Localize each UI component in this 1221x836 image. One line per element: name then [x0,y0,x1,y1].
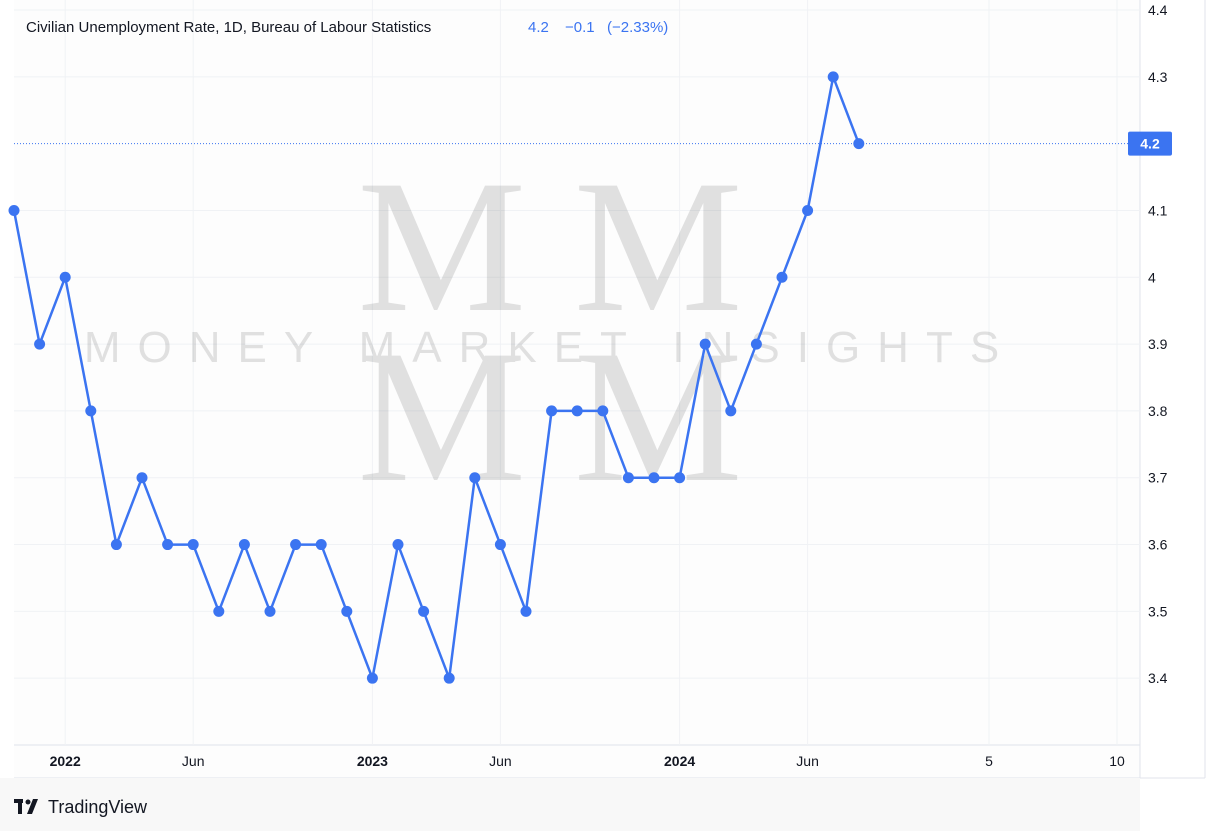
data-point [443,672,455,684]
data-point [776,271,788,283]
data-point [520,605,532,617]
data-point [213,605,225,617]
x-tick-label: 2022 [50,753,81,769]
data-point [8,204,20,216]
y-tick-label: 3.7 [1148,470,1168,486]
grid [14,0,1140,745]
data-point [264,605,276,617]
last-value-label: 4.2 [1140,136,1160,152]
data-point [85,405,97,417]
data-point [238,539,250,551]
data-point [110,539,122,551]
data-point [802,204,814,216]
data-point [725,405,737,417]
data-point [750,338,762,350]
data-point [571,405,583,417]
change-percent: (−2.33%) [607,19,668,36]
data-point [648,472,660,484]
x-tick-label: Jun [489,753,512,769]
y-tick-label: 3.5 [1148,603,1168,619]
data-point [136,472,148,484]
x-tick-label: 2023 [357,753,388,769]
y-tick-label: 4.4 [1148,2,1168,18]
chart-title: Civilian Unemployment Rate, 1D, Bureau o… [26,19,431,36]
plot-area [14,0,1140,778]
data-point [34,338,46,350]
data-point [469,472,481,484]
y-tick-label: 4 [1148,269,1156,285]
y-tick-label: 3.4 [1148,670,1168,686]
x-tick-label: 5 [985,753,993,769]
logo-part [18,799,22,814]
last-value-badge [1128,131,1172,156]
footer [0,778,1140,831]
data-point [315,539,327,551]
watermark-logo: M M [357,142,742,352]
data-point [290,539,302,551]
logo-part [25,799,31,805]
data-point [853,138,865,150]
data-point [366,672,378,684]
data-point [418,605,430,617]
data-point [622,472,634,484]
change: −0.1 [565,19,595,36]
y-tick-label: 3.9 [1148,336,1168,352]
last-value: 4.2 [528,19,549,36]
data-point [494,539,506,551]
watermark-text: MONEY MARKET INSIGHTS [84,323,1016,372]
x-tick-label: Jun [796,753,819,769]
data-point [546,405,558,417]
data-point [392,539,404,551]
logo-part [27,799,38,814]
data-point [827,71,839,83]
series-line [12,75,860,680]
series-layer [8,71,1140,684]
y-tick-label: 4.1 [1148,202,1168,218]
data-point [187,539,199,551]
x-tick-label: 10 [1109,753,1125,769]
brand-logo [14,799,38,814]
brand: TradingView [48,797,148,817]
data-point [59,271,71,283]
x-tick-label: Jun [182,753,205,769]
data-point [162,539,174,551]
data-point [699,338,711,350]
y-tick-label: 4.3 [1148,69,1168,85]
data-point [341,605,353,617]
data-point [597,405,609,417]
x-tick-label: 2024 [664,753,695,769]
y-tick-label: 3.6 [1148,537,1168,553]
y-tick-label: 3.8 [1148,403,1168,419]
data-point [674,472,686,484]
